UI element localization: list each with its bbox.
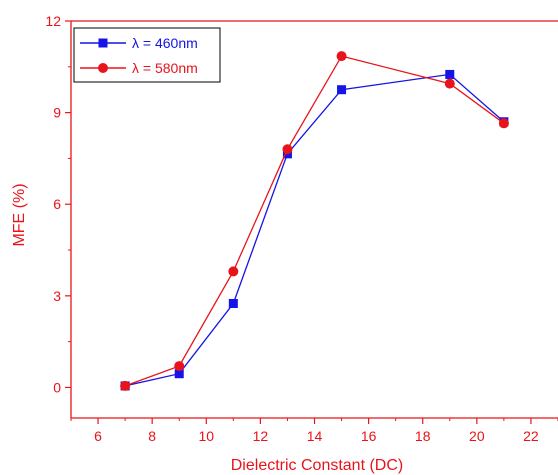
legend-entry: λ = 460nm — [80, 35, 198, 51]
data-point-square — [228, 298, 238, 308]
x-tick-label: 20 — [469, 428, 485, 444]
y-tick-label: 0 — [53, 379, 61, 395]
y-tick-label: 9 — [53, 105, 61, 121]
legend-box — [73, 27, 221, 83]
x-tick-label: 22 — [523, 428, 539, 444]
data-point-circle — [120, 380, 131, 391]
x-tick-label: 18 — [415, 428, 431, 444]
data-point-circle — [228, 266, 239, 277]
data-point-circle — [174, 361, 185, 372]
data-point-circle — [282, 144, 293, 155]
x-axis-ticks: 6 8 10 12 14 16 18 20 22 — [70, 418, 558, 444]
x-tick-label: 16 — [361, 428, 377, 444]
series-1 — [120, 69, 509, 391]
x-axis-title: Dielectric Constant (DC) — [231, 457, 403, 474]
x-tick-label: 14 — [307, 428, 323, 444]
legend-label: λ = 580nm — [132, 60, 198, 76]
legend-entry: λ = 580nm — [80, 60, 198, 76]
legend: λ = 460nm λ = 580nm — [73, 27, 221, 83]
y-tick-label: 12 — [45, 13, 61, 29]
y-axis-ticks: 0 3 6 9 12 — [45, 13, 71, 395]
data-point-circle — [444, 78, 455, 89]
series-line — [124, 55, 505, 387]
x-tick-label: 6 — [94, 428, 102, 444]
series-2 — [120, 51, 509, 391]
y-tick-label: 3 — [53, 288, 61, 304]
series-line — [124, 73, 505, 387]
series-layer — [120, 51, 509, 391]
data-point-square — [337, 85, 347, 95]
y-axis-title: MFE (%) — [11, 183, 28, 246]
data-point-square — [174, 369, 184, 379]
x-tick-label: 8 — [148, 428, 156, 444]
data-point-circle — [498, 118, 509, 129]
legend-marker-circle — [98, 63, 108, 73]
data-point-circle — [336, 51, 347, 62]
legend-marker-square — [98, 38, 108, 48]
x-tick-label: 10 — [198, 428, 214, 444]
legend-label: λ = 460nm — [132, 35, 198, 51]
data-point-square — [445, 69, 455, 79]
y-tick-label: 6 — [53, 196, 61, 212]
x-tick-label: 12 — [253, 428, 269, 444]
